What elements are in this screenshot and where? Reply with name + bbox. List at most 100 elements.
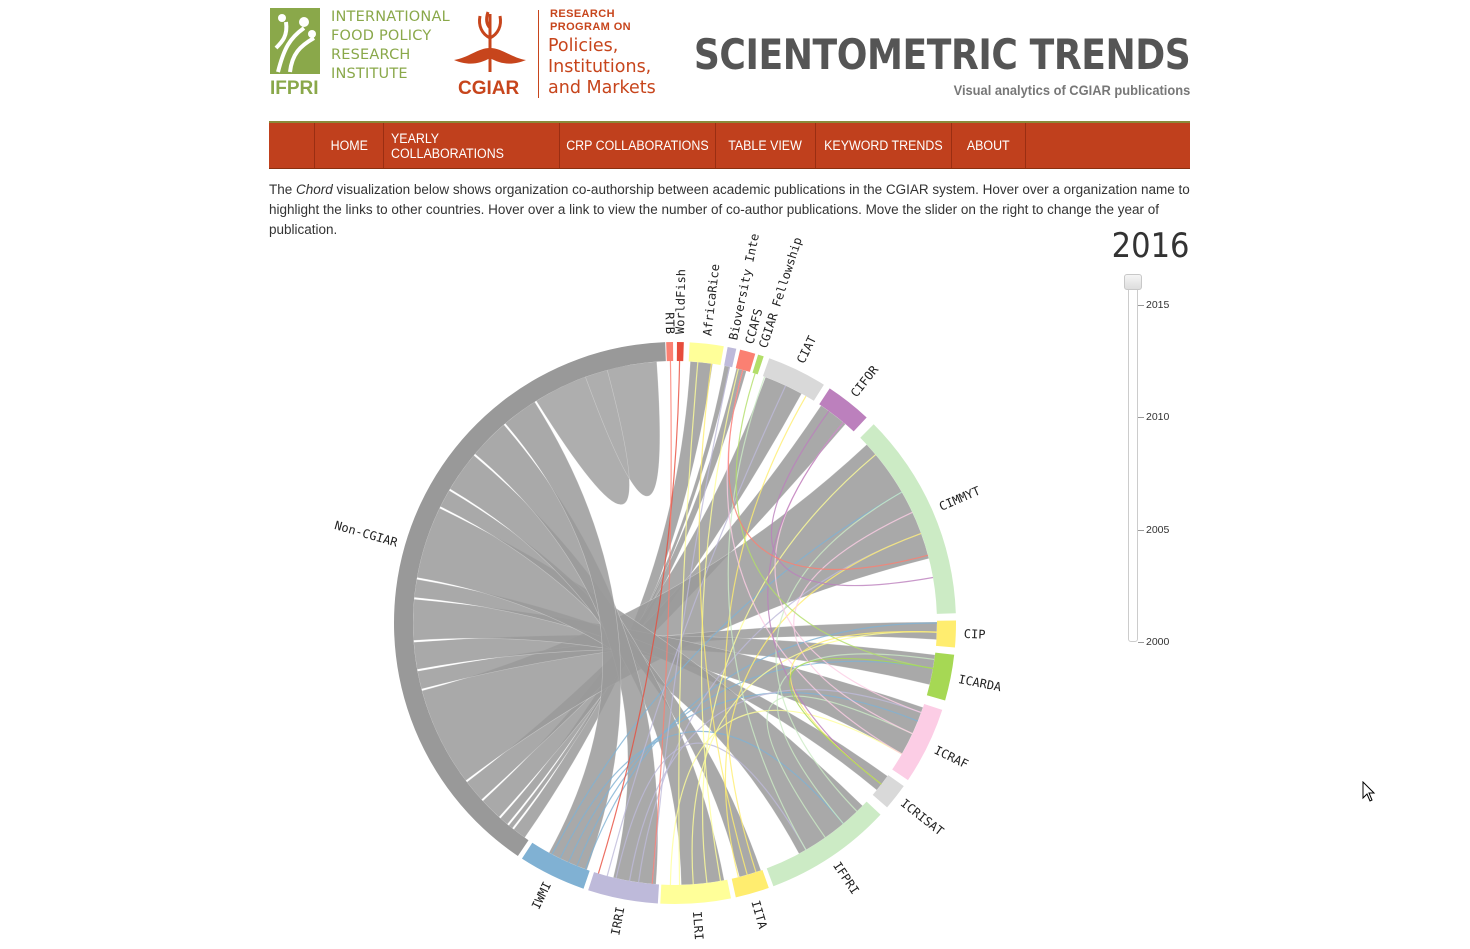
chord-label-ifpri[interactable]: IFPRI <box>830 859 862 897</box>
chord-label-icarda[interactable]: ICARDA <box>957 672 1003 694</box>
chord-arc-ifpri[interactable] <box>766 801 881 887</box>
chord-arc-cifor[interactable] <box>819 388 867 432</box>
slider-tick <box>1138 642 1144 643</box>
chord-link[interactable] <box>724 532 922 878</box>
slider-tick-label: 2015 <box>1146 299 1170 311</box>
chord-link[interactable] <box>698 363 748 876</box>
chord-arc-bioversity-inte[interactable] <box>724 346 737 368</box>
nav-label: KEYWORD TRENDS <box>824 138 943 153</box>
chord-link[interactable] <box>728 369 929 570</box>
chord-link[interactable] <box>766 695 913 838</box>
nav-about[interactable]: ABOUT <box>952 123 1026 168</box>
chord-link[interactable] <box>651 366 731 885</box>
chord-link[interactable] <box>597 361 681 874</box>
chord-link[interactable] <box>735 373 934 670</box>
chord-label-worldfish[interactable]: WorldFish <box>673 269 688 334</box>
chord-link[interactable] <box>789 657 934 785</box>
chord-link[interactable] <box>637 532 922 883</box>
chord-link[interactable] <box>567 692 919 863</box>
program-label: RESEARCH PROGRAM ON <box>550 8 631 34</box>
chord-arc-icraf[interactable] <box>892 703 943 781</box>
chord-link[interactable] <box>669 709 903 885</box>
ifpri-logo[interactable]: INTERNATIONAL FOOD POLICY RESEARCH INSTI… <box>270 8 450 100</box>
chord-label-africarice[interactable]: AfricaRice <box>700 263 722 336</box>
ifpri-name: INTERNATIONAL FOOD POLICY RESEARCH INSTI… <box>331 8 450 84</box>
chord-arc-icarda[interactable] <box>926 652 955 701</box>
chord-arc-cgiar-fellowship[interactable] <box>752 354 764 375</box>
chord-label-cip[interactable]: CIP <box>964 627 986 642</box>
chord-arc-cip[interactable] <box>936 620 956 648</box>
chord-arc-iita[interactable] <box>731 869 769 898</box>
chord-label-rtb[interactable]: RTB <box>663 312 677 334</box>
chord-arc-iwmi[interactable] <box>521 842 590 889</box>
chord-link[interactable] <box>793 511 913 735</box>
chord-link[interactable] <box>615 742 807 879</box>
intro-text: The Chord visualization below shows orga… <box>269 180 1191 240</box>
chord-label-ciat[interactable]: CIAT <box>794 334 819 366</box>
chord-arc-irri[interactable] <box>588 872 660 904</box>
chord-arc-ciat[interactable] <box>762 358 824 401</box>
slider-tick-label: 2010 <box>1146 411 1170 423</box>
chord-ribbon[interactable] <box>504 401 622 871</box>
chord-link[interactable] <box>724 395 807 873</box>
nav-label: HOME <box>330 138 368 153</box>
chord-link[interactable] <box>576 660 934 867</box>
ifpri-line: INTERNATIONAL <box>331 9 450 25</box>
chord-ribbon[interactable] <box>535 361 661 505</box>
ifpri-abbr: IFPRI <box>270 78 319 99</box>
year-display: 2016 <box>1112 226 1190 266</box>
chord-link[interactable] <box>775 491 903 812</box>
intro-emphasis: Chord <box>296 182 333 197</box>
chord-arc-worldfish[interactable] <box>676 342 684 362</box>
slider-tick-label: 2005 <box>1146 524 1170 536</box>
program-name-line: Institutions, <box>548 57 652 77</box>
nav-label: YEARLY COLLABORATIONS <box>391 130 504 161</box>
chord-arc-africarice[interactable] <box>688 342 724 365</box>
chord-label-icrisat[interactable]: ICRISAT <box>898 796 946 838</box>
nav-keyword-trends[interactable]: KEYWORD TRENDS <box>816 123 952 168</box>
chord-label-icraf[interactable]: ICRAF <box>932 743 971 771</box>
main-nav: HOME YEARLY COLLABORATIONS CRP COLLABORA… <box>269 121 1190 169</box>
slider-track[interactable] <box>1128 282 1138 642</box>
chord-label-iwmi[interactable]: IWMI <box>529 879 554 911</box>
slider-handle[interactable] <box>1124 274 1142 290</box>
program-name: Policies, Institutions, and Markets <box>548 36 656 99</box>
cgiar-pim-logo[interactable]: CGIAR RESEARCH PROGRAM ON Policies, Inst… <box>450 8 680 100</box>
chord-link[interactable] <box>789 631 937 785</box>
chord-arc-icrisat[interactable] <box>872 775 904 808</box>
chord-label-cgiar-fellowship[interactable]: CGIAR Fellowship <box>756 235 805 349</box>
chord-link[interactable] <box>651 361 672 885</box>
nav-label: CRP COLLABORATIONS <box>566 138 709 153</box>
slider-tick <box>1138 417 1144 418</box>
nav-crp-collaborations[interactable]: CRP COLLABORATIONS <box>560 123 716 168</box>
chord-label-cimmyt[interactable]: CIMMYT <box>937 484 982 514</box>
chord-arc-cimmyt[interactable] <box>860 424 956 614</box>
chord-ribbons <box>412 361 938 886</box>
slider-tick <box>1138 530 1144 531</box>
mouse-cursor-icon <box>1362 781 1376 802</box>
chord-label-irri[interactable]: IRRI <box>608 906 627 937</box>
chord-link[interactable] <box>691 631 937 885</box>
nav-label: ABOUT <box>967 138 1010 153</box>
chord-link[interactable] <box>678 361 699 885</box>
nav-table-view[interactable]: TABLE VIEW <box>716 123 816 168</box>
program-name-line: and Markets <box>548 78 656 98</box>
chord-arc-ilri[interactable] <box>660 879 732 905</box>
nav-home[interactable]: HOME <box>315 123 384 168</box>
chord-link[interactable] <box>727 376 807 851</box>
year-slider[interactable]: 2015 2010 2005 2000 <box>1124 274 1216 654</box>
chord-link[interactable] <box>559 730 844 859</box>
chord-link[interactable] <box>767 421 882 785</box>
nav-yearly-collaborations[interactable]: YEARLY COLLABORATIONS <box>384 123 560 168</box>
chord-arc-rtb[interactable] <box>666 342 674 362</box>
chord-label-non-cgiar[interactable]: Non-CGIAR <box>333 518 400 550</box>
cgiar-emblem-icon <box>454 11 526 72</box>
chord-arc-ccafs[interactable] <box>735 349 756 372</box>
slider-tick-label: 2000 <box>1146 636 1170 648</box>
chord-label-iita[interactable]: IITA <box>748 899 770 931</box>
chord-link[interactable] <box>584 622 938 870</box>
chord-label-cifor[interactable]: CIFOR <box>848 362 882 400</box>
chord-label-ilri[interactable]: ILRI <box>690 911 706 941</box>
chord-link[interactable] <box>606 385 787 877</box>
